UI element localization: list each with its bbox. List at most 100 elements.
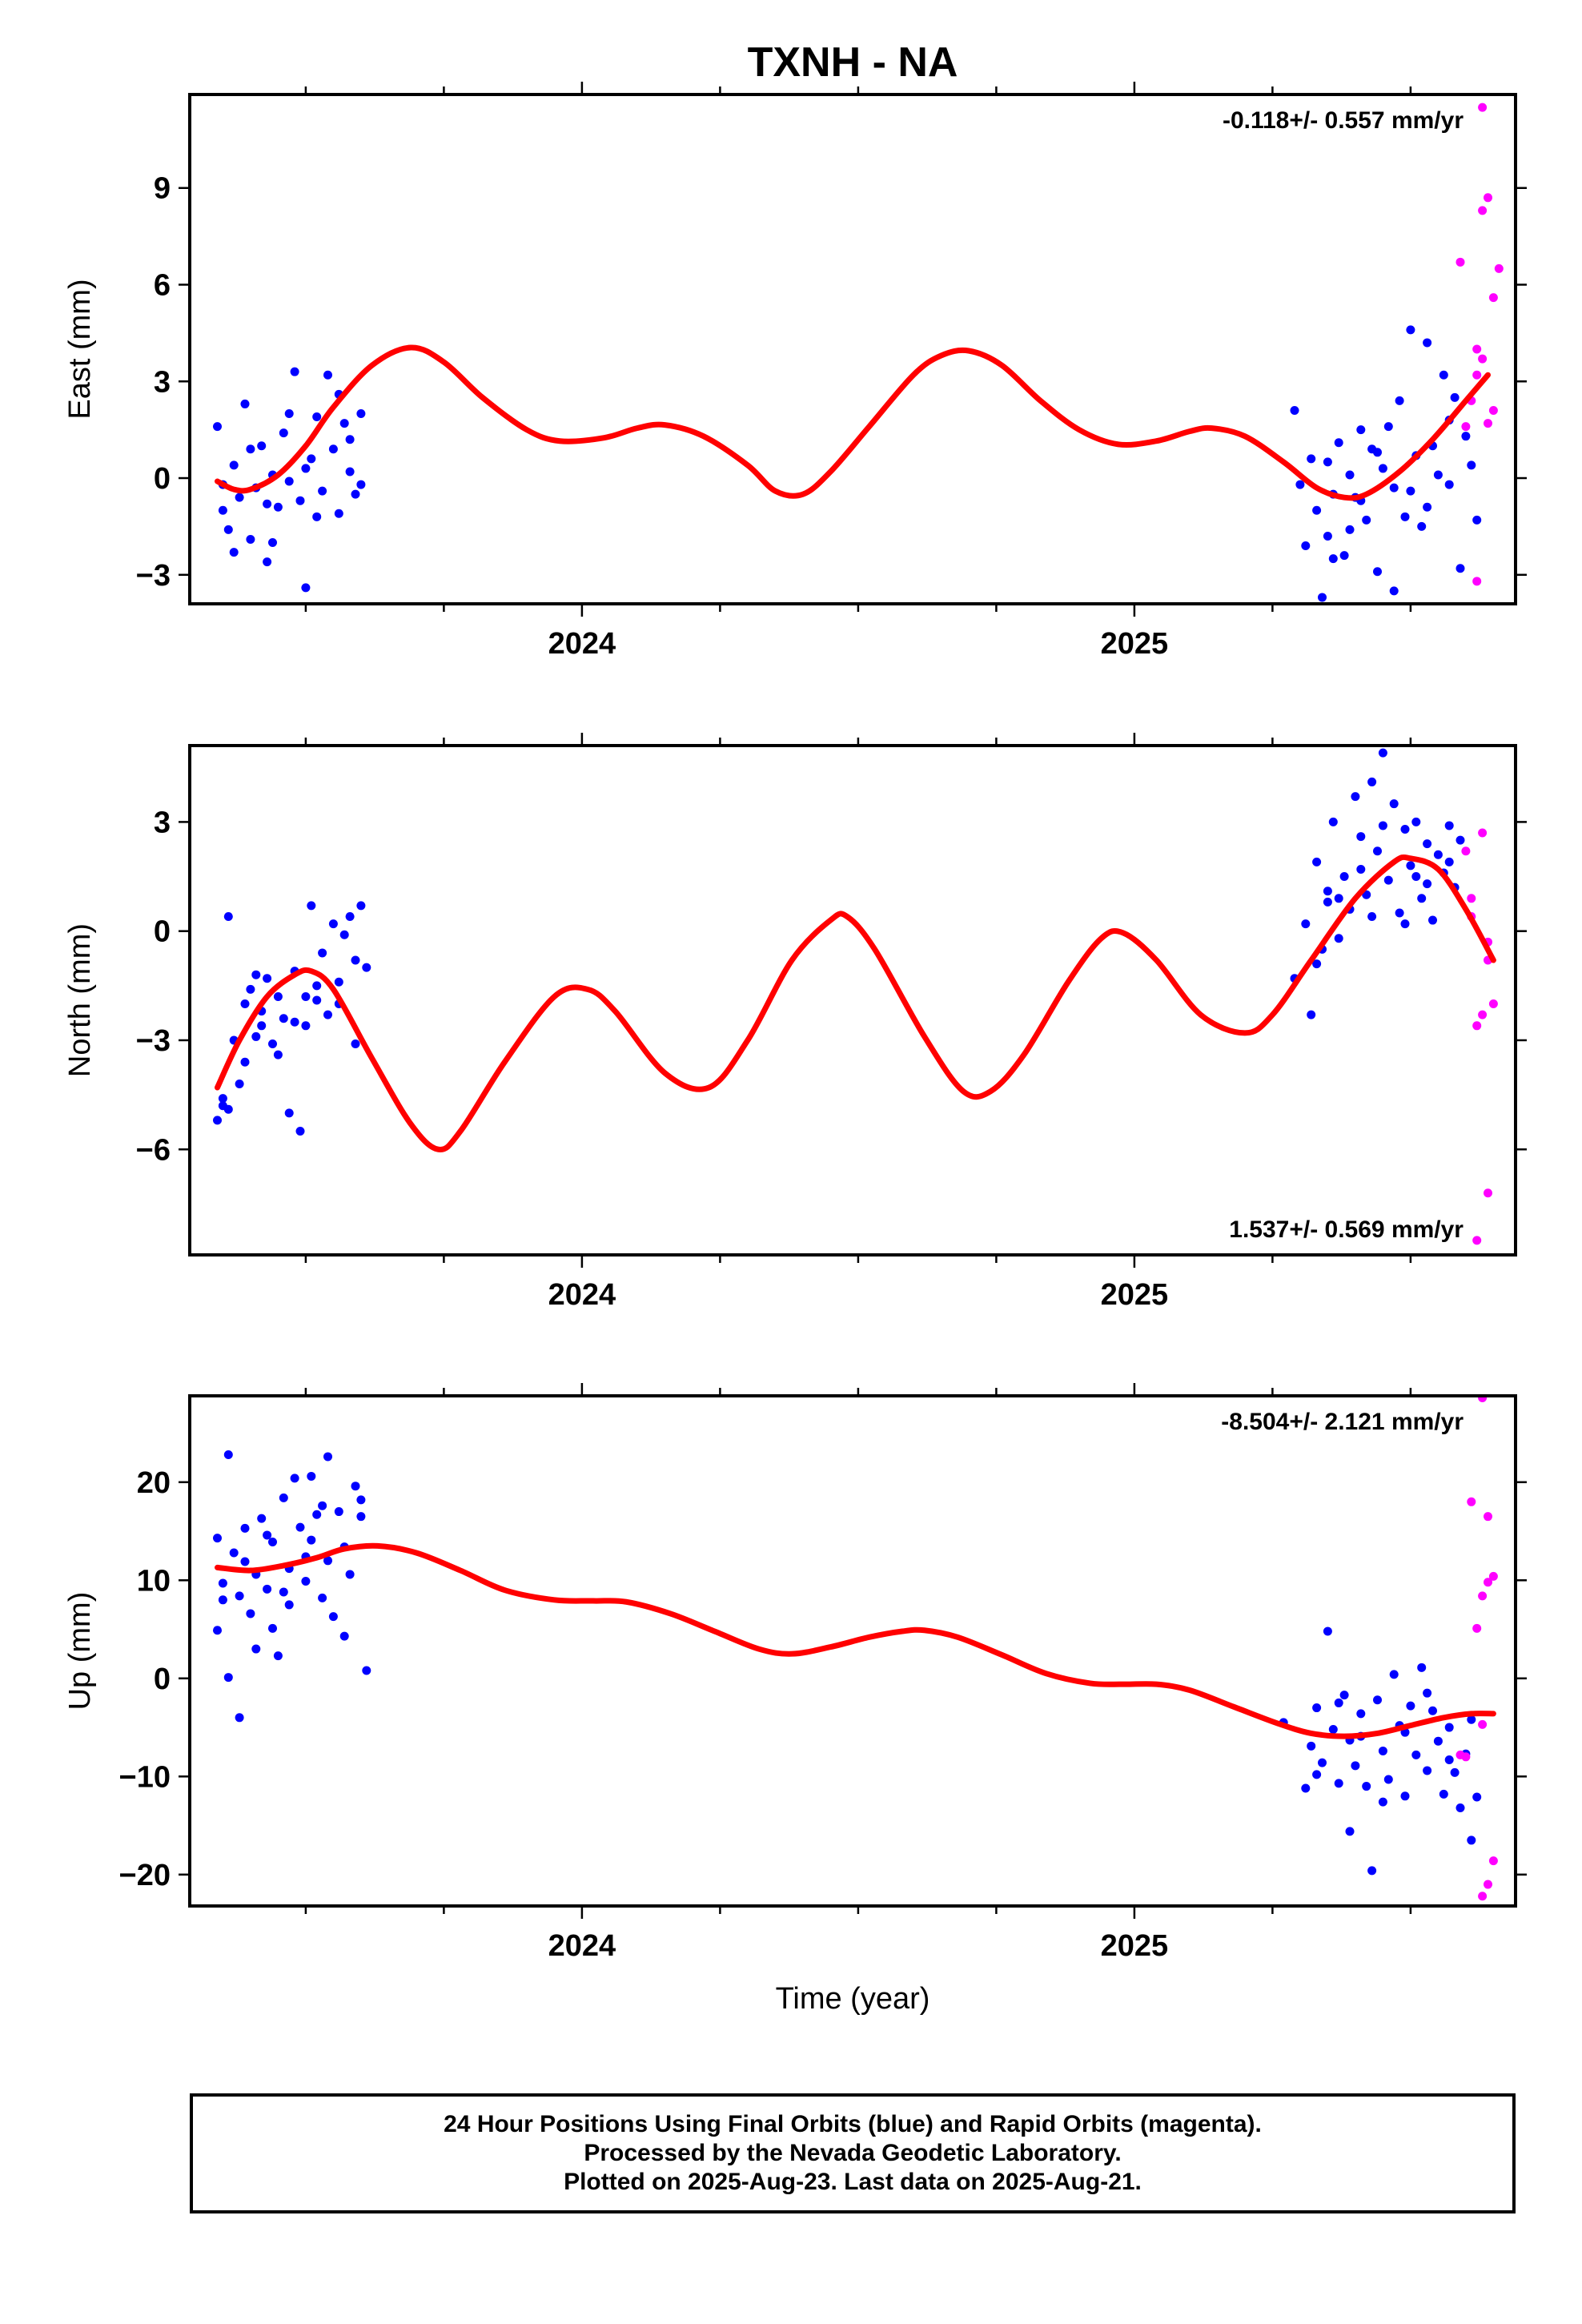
- rapid-orbit-point: [1478, 828, 1488, 838]
- final-orbit-point: [1373, 1695, 1382, 1705]
- final-orbit-point: [1378, 821, 1387, 830]
- final-orbit-point: [312, 995, 322, 1005]
- x-tick-label: 2025: [1101, 627, 1169, 661]
- final-orbit-point: [328, 444, 338, 454]
- final-orbit-point: [307, 901, 316, 911]
- rapid-orbit-point: [1484, 419, 1492, 428]
- final-orbit-point: [1301, 919, 1311, 929]
- y-tick-label: 0: [154, 1663, 171, 1696]
- final-orbit-point: [251, 1644, 261, 1654]
- final-orbit-point: [1334, 934, 1343, 943]
- final-orbit-point: [334, 1507, 343, 1517]
- model-curve: [215, 1542, 1496, 1739]
- final-orbit-point: [257, 1514, 267, 1523]
- plot-frame: [188, 744, 1517, 1256]
- final-orbit-point: [1367, 1866, 1377, 1876]
- final-orbit-point: [328, 1612, 338, 1622]
- rapid-orbit-point: [1478, 1892, 1488, 1901]
- final-orbit-point: [290, 1474, 299, 1483]
- final-orbit-point: [273, 991, 283, 1001]
- final-orbit-point: [263, 1530, 272, 1540]
- final-orbit-point: [356, 1512, 366, 1522]
- final-orbit-point: [223, 525, 233, 534]
- y-tick-label: 9: [154, 172, 171, 206]
- final-orbit-point: [1356, 832, 1366, 842]
- final-orbit-point: [240, 1523, 250, 1533]
- final-orbit-point: [1307, 1010, 1316, 1019]
- final-orbit-point: [273, 1651, 283, 1661]
- rapid-orbit-point: [1484, 1512, 1492, 1522]
- final-orbit-point: [1428, 915, 1437, 925]
- final-orbit-point: [1423, 338, 1432, 348]
- final-orbit-point: [1351, 1761, 1360, 1771]
- final-orbit-point: [1406, 325, 1415, 335]
- rapid-orbit-point: [1467, 1497, 1476, 1506]
- final-orbit-point: [318, 486, 327, 496]
- rapid-orbit-point: [1478, 354, 1488, 364]
- final-orbit-point: [356, 480, 366, 489]
- rapid-orbit-point: [1488, 999, 1498, 1009]
- rapid-orbit-point: [1494, 263, 1504, 273]
- final-orbit-point: [1295, 480, 1305, 489]
- final-orbit-point: [1356, 1709, 1366, 1719]
- rapid-orbit-point: [1461, 1752, 1471, 1762]
- x-tick-label: 2024: [548, 627, 616, 661]
- final-orbit-point: [290, 1017, 299, 1027]
- final-orbit-point: [246, 1609, 255, 1618]
- final-orbit-point: [318, 1593, 327, 1602]
- rapid-orbit-point: [1484, 193, 1492, 203]
- final-orbit-point: [345, 435, 355, 444]
- final-orbit-point: [1373, 846, 1382, 856]
- plot-area: [213, 103, 1504, 602]
- final-orbit-point: [1456, 835, 1465, 845]
- final-orbit-point: [356, 1495, 366, 1505]
- y-tick-label: −6: [136, 1133, 171, 1167]
- final-orbit-point: [213, 1116, 222, 1125]
- rapid-orbit-point: [1488, 293, 1498, 303]
- final-orbit-point: [334, 509, 343, 518]
- plot-frame: [188, 93, 1517, 605]
- final-orbit-point: [284, 1108, 294, 1118]
- final-orbit-point: [273, 1050, 283, 1059]
- final-orbit-point: [235, 1713, 244, 1723]
- final-orbit-point: [1444, 857, 1454, 866]
- final-orbit-point: [1417, 521, 1427, 531]
- final-orbit-point: [323, 1010, 332, 1019]
- final-orbit-point: [268, 1039, 277, 1049]
- final-orbit-point: [1323, 457, 1332, 467]
- final-orbit-point: [218, 1094, 227, 1104]
- final-orbit-point: [1423, 839, 1432, 849]
- final-orbit-point: [1411, 817, 1421, 826]
- final-orbit-point: [1389, 1670, 1399, 1679]
- final-orbit-point: [1378, 464, 1387, 473]
- final-orbit-point: [263, 557, 272, 567]
- final-orbit-point: [1389, 586, 1399, 596]
- rapid-orbit-point: [1467, 894, 1476, 903]
- final-orbit-point: [223, 1673, 233, 1683]
- final-orbit-point: [1312, 505, 1322, 515]
- final-orbit-point: [229, 460, 239, 470]
- final-orbit-point: [257, 1021, 267, 1031]
- final-orbit-point: [1356, 425, 1366, 435]
- final-orbit-point: [1417, 1663, 1427, 1672]
- final-orbit-point: [1378, 1746, 1387, 1755]
- final-orbit-point: [307, 1471, 316, 1481]
- footer-box: 24 Hour Positions Using Final Orbits (bl…: [190, 2093, 1516, 2213]
- rapid-orbit-point: [1461, 846, 1471, 856]
- final-orbit-point: [301, 464, 311, 473]
- final-orbit-point: [312, 1510, 322, 1519]
- final-orbit-point: [240, 999, 250, 1009]
- final-orbit-point: [279, 428, 288, 438]
- final-orbit-point: [229, 1548, 239, 1558]
- final-orbit-point: [263, 974, 272, 983]
- final-orbit-point: [213, 422, 222, 432]
- x-tick-label: 2024: [548, 1278, 616, 1312]
- final-orbit-point: [235, 493, 244, 502]
- final-orbit-point: [1423, 879, 1432, 889]
- final-orbit-point: [1318, 1758, 1327, 1767]
- final-orbit-point: [1351, 792, 1360, 802]
- final-orbit-point: [1312, 1770, 1322, 1779]
- final-orbit-point: [240, 1557, 250, 1566]
- rapid-orbit-point: [1461, 422, 1471, 432]
